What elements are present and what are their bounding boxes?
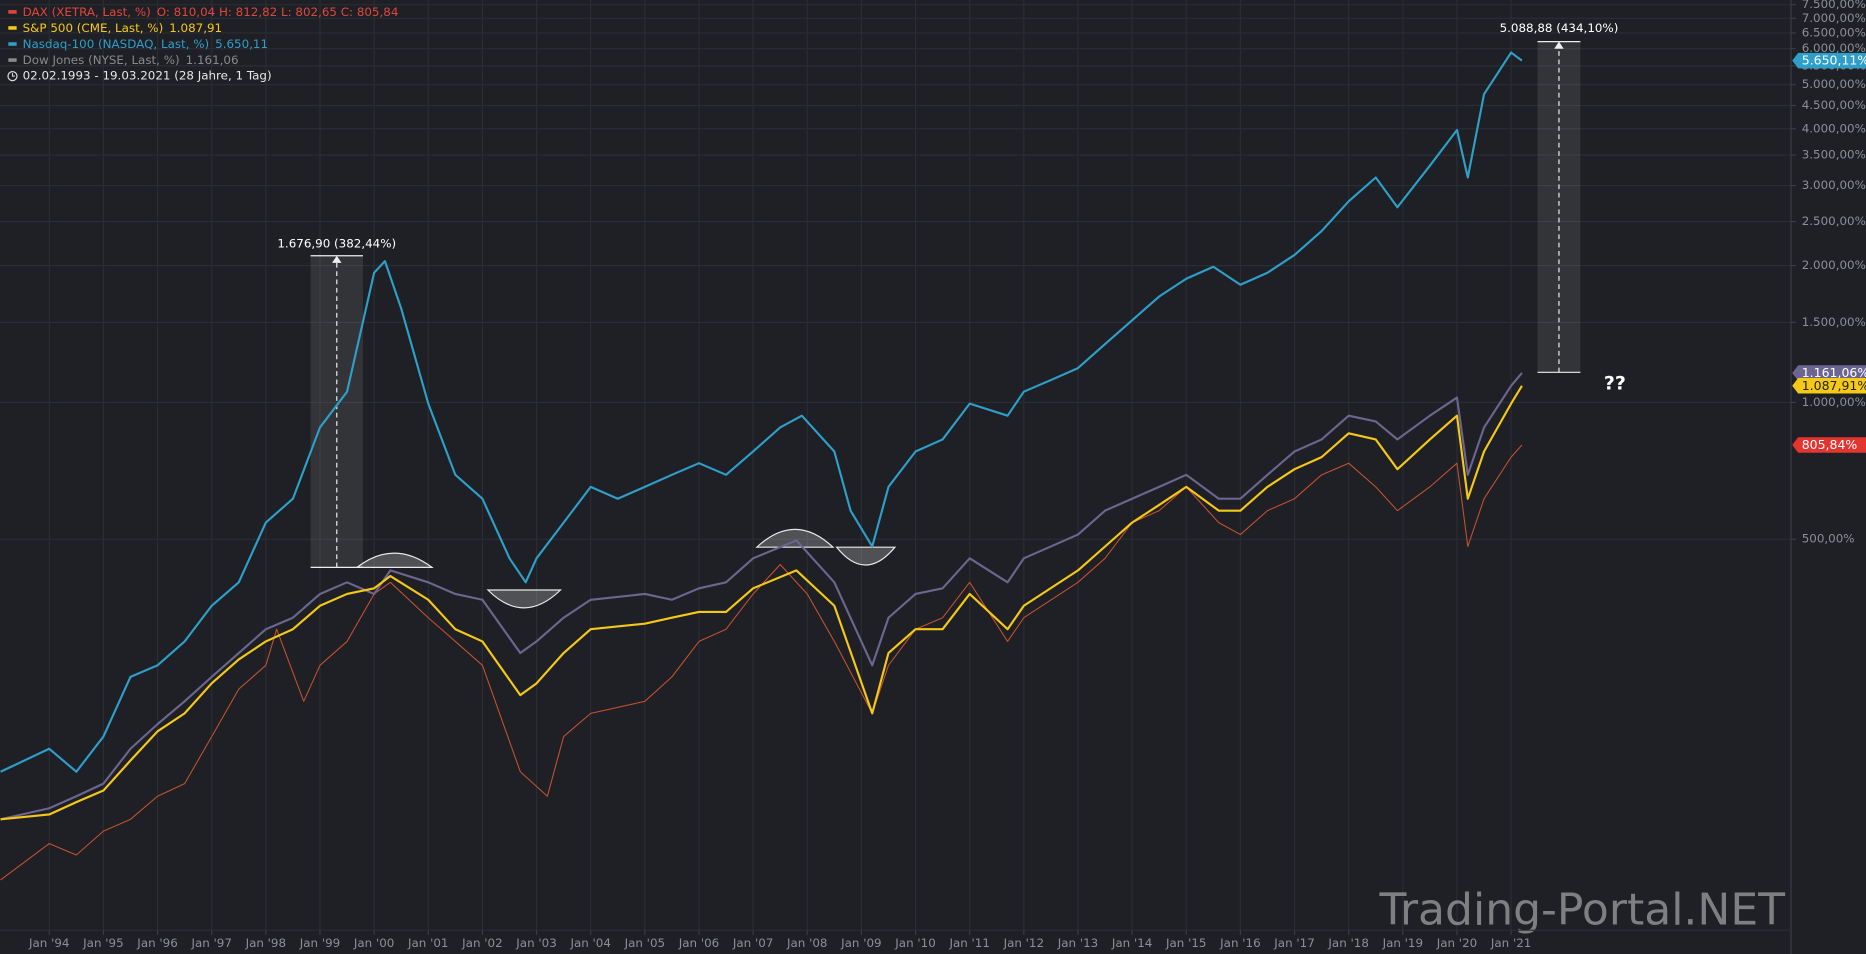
x-tick-label: Jan '06 [678, 936, 719, 950]
arc-drawing [835, 546, 897, 566]
x-tick-label: Jan '01 [407, 936, 448, 950]
axes: 500,00% 1.000,00% 1.500,00% 2.000,00% 2.500,… [28, 0, 1866, 950]
legend-info: 1.087,91 [169, 20, 222, 34]
legend-name: Dow Jones (NYSE, Last, %) [23, 53, 180, 67]
y-tick-label: 4.000,00% [1802, 121, 1866, 135]
watermark: Trading-Portal.NET [1379, 884, 1787, 935]
x-tick-label: Jan '99 [299, 936, 340, 950]
annotation: 5.088,88 (434,10%) [1500, 21, 1619, 35]
x-tick-label: Jan '20 [1436, 936, 1477, 950]
legend-name: DAX (XETRA, Last, %) [23, 4, 151, 18]
y-tick-label: 6.500,00% [1802, 25, 1866, 39]
legend-swatch [8, 58, 17, 62]
legend-entry: DAX (XETRA, Last, %) O: 810,04 H: 812,82 … [23, 4, 399, 18]
x-tick-label: Jan '08 [786, 936, 827, 950]
price-label: 5.650,11% [1802, 53, 1866, 68]
price-label: 805,84% [1802, 437, 1858, 452]
x-tick-label: Jan '17 [1273, 936, 1314, 950]
legend-entry: S&P 500 (CME, Last, %) 1.087,91 [23, 20, 222, 34]
x-tick-label: Jan '00 [353, 936, 394, 950]
x-tick-label: Jan '14 [1111, 936, 1152, 950]
y-tick-label: 7.500,00% [1802, 0, 1866, 11]
price-label-bg [1792, 378, 1866, 394]
legend: DAX (XETRA, Last, %) O: 810,04 H: 812,82 … [7, 4, 399, 83]
y-tick-label: 2.000,00% [1802, 258, 1866, 272]
measure-box [310, 255, 363, 568]
clock-icon [7, 71, 18, 82]
x-tick-label: Jan '96 [136, 936, 177, 950]
y-tick-label: 1.500,00% [1802, 315, 1866, 329]
x-tick-label: Jan '03 [515, 936, 556, 950]
x-tick-label: Jan '13 [1057, 936, 1098, 950]
x-tick-label: Jan '11 [948, 936, 989, 950]
series-line [0, 444, 1523, 881]
y-tick-label: 6.000,00% [1802, 41, 1866, 55]
x-tick-label: Jan '02 [461, 936, 502, 950]
legend-info: O: 810,04 H: 812,82 L: 802,65 C: 805,84 [157, 4, 399, 18]
x-tick-label: Jan '05 [624, 936, 665, 950]
y-tick-label: 4.500,00% [1802, 98, 1866, 112]
x-tick-label: Jan '04 [569, 936, 610, 950]
x-tick-label: Jan '15 [1165, 936, 1206, 950]
measure-box [1537, 41, 1581, 373]
arc-drawing [755, 528, 835, 548]
legend-name: S&P 500 (CME, Last, %) [23, 20, 164, 34]
clock-icon [11, 73, 15, 77]
series-line [0, 51, 1523, 773]
x-tick-label: Jan '97 [190, 936, 231, 950]
price-axis [1791, 0, 1866, 954]
y-tick-label: 500,00% [1802, 532, 1855, 546]
price-label: 1.087,91% [1802, 378, 1866, 393]
price-label: 1.161,06% [1802, 365, 1866, 380]
y-tick-label: 1.000,00% [1802, 395, 1866, 409]
x-tick-label: Jan '09 [840, 936, 881, 950]
legend-swatch [8, 10, 17, 14]
legend-entry: Nasdaq-100 (NASDAQ, Last, %) 5.650,11 [23, 37, 268, 51]
y-tick-label: 5.000,00% [1802, 77, 1866, 91]
y-tick-label: 2.500,00% [1802, 214, 1866, 228]
grid [0, 0, 1792, 931]
x-tick-label: Jan '95 [82, 936, 123, 950]
x-tick-label: Jan '18 [1327, 936, 1368, 950]
price-label-bg [1792, 437, 1866, 453]
annotation: ?? [1604, 373, 1626, 395]
x-tick-label: Jan '16 [1219, 936, 1260, 950]
x-tick-label: Jan '21 [1490, 936, 1531, 950]
legend-name: Nasdaq-100 (NASDAQ, Last, %) [23, 37, 210, 51]
legend-info: 1.161,06 [186, 53, 239, 67]
legend-swatch [8, 42, 17, 46]
legend-swatch [8, 26, 17, 30]
x-tick-label: Jan '10 [894, 936, 935, 950]
measure-arrow [1554, 41, 1564, 49]
arc-drawing [486, 589, 562, 609]
x-tick-label: Jan '98 [245, 936, 286, 950]
price-label-bg [1792, 365, 1866, 381]
x-tick-label: Jan '19 [1382, 936, 1423, 950]
date-range: 02.02.1993 - 19.03.2021 (28 Jahre, 1 Tag… [23, 69, 272, 83]
legend-info: 5.650,11 [215, 37, 268, 51]
arc-drawing [355, 552, 434, 568]
lines [0, 51, 1523, 881]
series-line [0, 372, 1523, 821]
price-label-bg [1792, 52, 1866, 69]
x-tick-label: Jan '12 [1003, 936, 1044, 950]
measure-arrow [332, 255, 342, 263]
y-tick-label: 3.500,00% [1802, 148, 1866, 162]
x-tick-label: Jan '07 [732, 936, 773, 950]
series-line [0, 385, 1523, 821]
drawings [310, 41, 1581, 609]
x-tick-label: Jan '94 [28, 936, 69, 950]
y-tick-label: 3.000,00% [1802, 178, 1866, 192]
annotation: 1.676,90 (382,44%) [277, 236, 396, 250]
y-tick-label: 7.000,00% [1802, 11, 1866, 25]
legend-entry: Dow Jones (NYSE, Last, %) 1.161,06 [23, 53, 239, 67]
